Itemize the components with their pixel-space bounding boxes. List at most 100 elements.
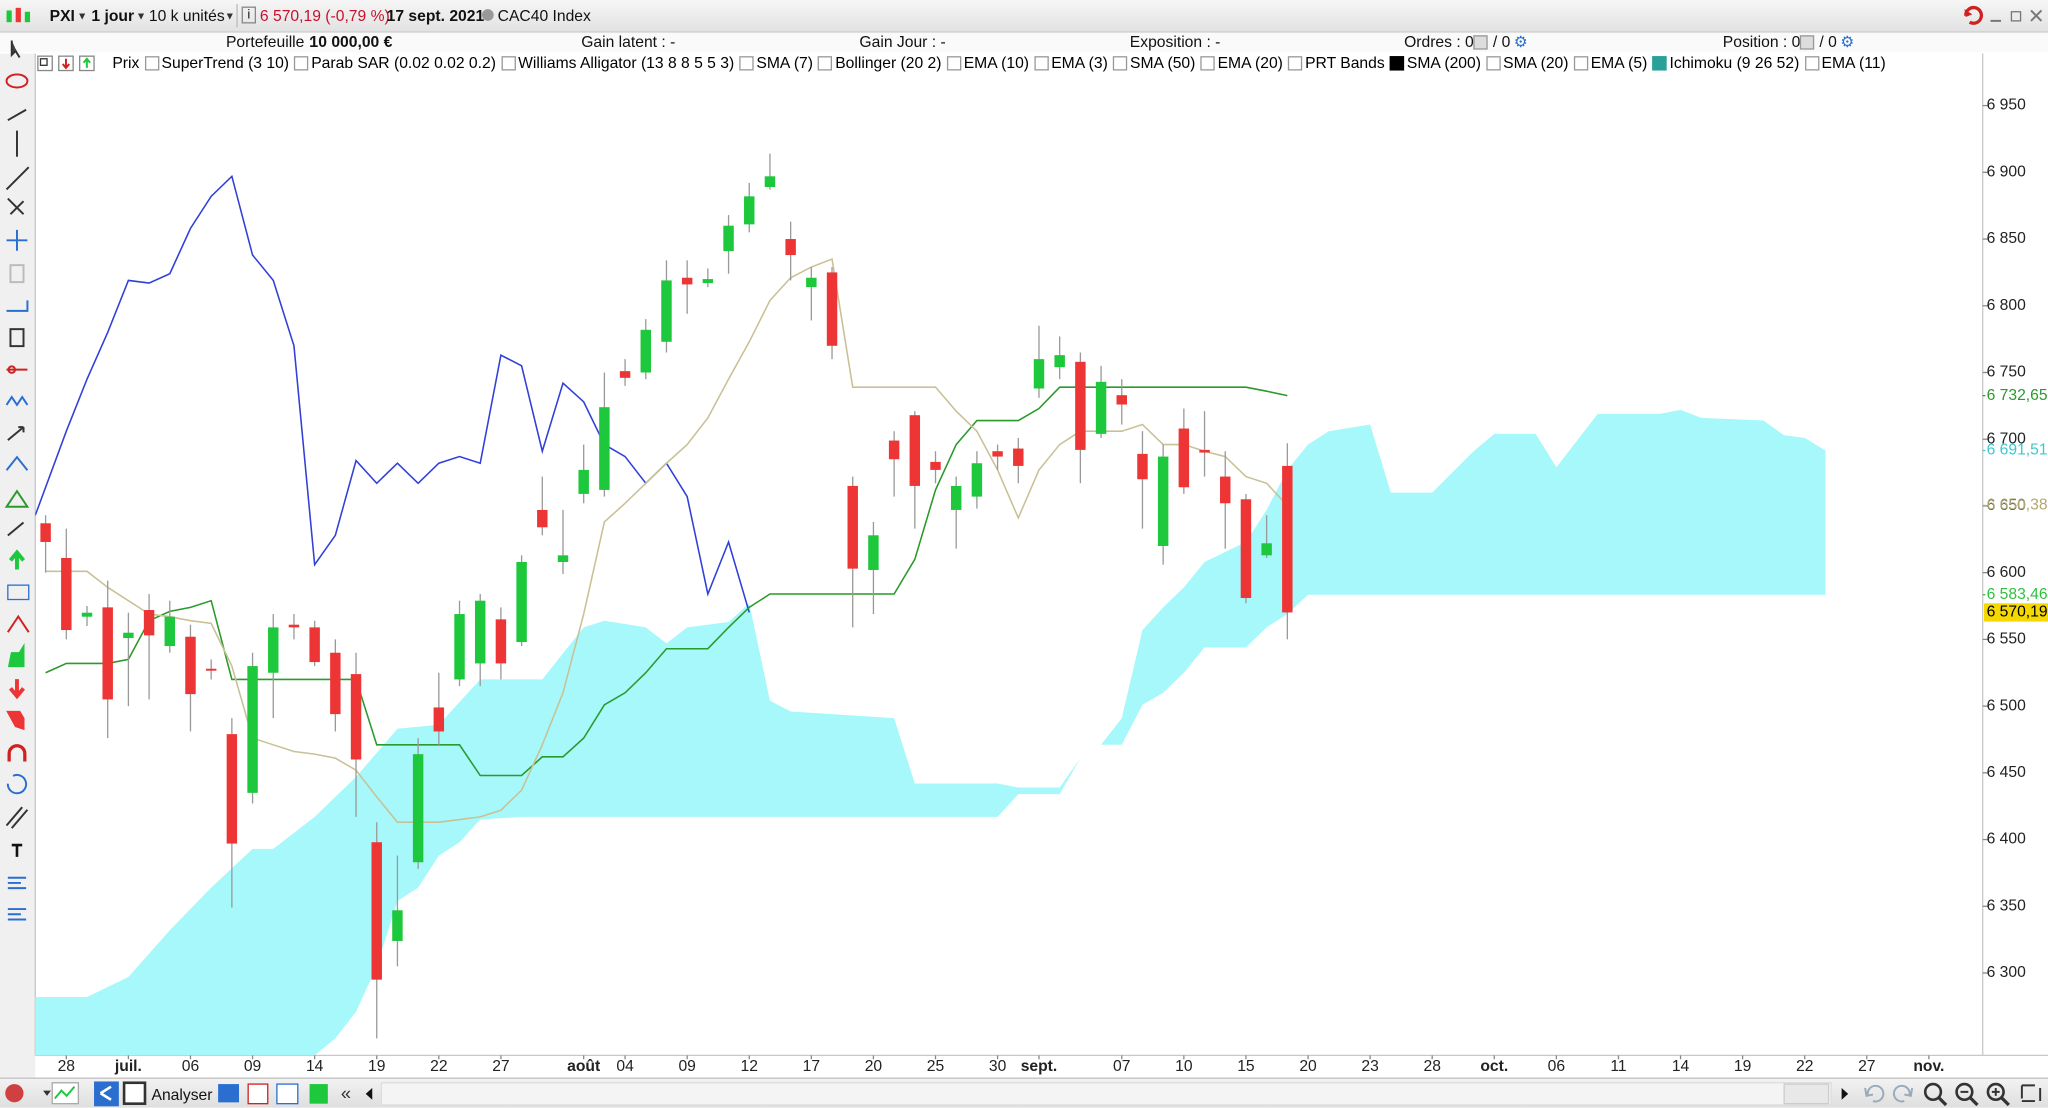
candle-body [185, 636, 196, 695]
indicator-checkbox[interactable] [1113, 55, 1128, 70]
analyse-button[interactable]: Analyser [151, 1085, 213, 1104]
indicator-checkbox[interactable] [294, 55, 309, 70]
indicator-checkbox[interactable] [501, 55, 516, 70]
indicator[interactable]: EMA (10) [946, 53, 1030, 72]
symbol[interactable]: PXI [49, 6, 75, 25]
indicator[interactable]: PRT Bands [1288, 54, 1385, 72]
day-gain: Gain Jour : - [859, 32, 946, 51]
legend-icons[interactable] [37, 54, 113, 71]
candle-body [268, 627, 279, 673]
indicator[interactable]: SMA (50) [1113, 54, 1195, 72]
candle-body [412, 754, 424, 863]
x-tick-label: 14 [306, 1058, 324, 1075]
indicator-checkbox[interactable] [144, 55, 159, 70]
period[interactable]: 1 jour [91, 6, 135, 25]
candle-body [205, 668, 217, 671]
chart-type-icon[interactable] [4, 5, 43, 26]
x-tick-label: 15 [1237, 1058, 1255, 1075]
candle-body [226, 734, 238, 844]
x-tick-label: 22 [1796, 1058, 1813, 1075]
y-tick-label: 6 300 [1987, 964, 2026, 981]
indicator[interactable]: Ichimoku (9 26 52) [1652, 54, 1799, 72]
y-tick-label: 6 950 [1987, 97, 2026, 114]
indicator-name: Bollinger (20 2) [835, 53, 942, 72]
x-tick-label: 04 [616, 1058, 634, 1075]
indicator[interactable]: Parab SAR (0.02 0.02 0.2) [294, 54, 496, 72]
indicator-checkbox[interactable] [1389, 55, 1405, 70]
indicator[interactable]: EMA (5) [1573, 54, 1647, 72]
candle-body [1240, 499, 1252, 599]
x-tick-label: 09 [244, 1058, 261, 1075]
x-tick-label: 11 [1610, 1058, 1626, 1075]
price-label: 6 583,46 [1987, 586, 2048, 603]
indicator[interactable]: EMA (20) [1200, 53, 1283, 72]
x-tick-label: 27 [1858, 1058, 1875, 1075]
drawing-tools[interactable] [4, 40, 30, 921]
bottom-icons[interactable]: « [0, 1079, 2048, 1108]
indicator[interactable]: SMA (20) [1486, 54, 1568, 72]
indicator-checkbox[interactable] [946, 55, 962, 70]
price-label: 6 732,65 [1987, 387, 2048, 404]
candle-body [537, 509, 548, 528]
candle-body [392, 910, 403, 941]
candle-body [1157, 456, 1169, 546]
price-label: 6 570,19 [1987, 604, 2048, 621]
indicator-checkbox[interactable] [1034, 55, 1049, 70]
indicator-checkbox[interactable] [1573, 55, 1589, 70]
candle-body [868, 535, 879, 570]
x-tick-label: 19 [1734, 1058, 1751, 1075]
candle-body [350, 674, 362, 760]
indicator[interactable]: SMA (200) [1389, 54, 1481, 72]
candle-body [930, 461, 941, 470]
candle-body [950, 485, 962, 510]
indicator-name: SuperTrend (3 10) [161, 53, 290, 72]
candle-body [516, 561, 527, 643]
indicator-checkbox[interactable] [1652, 55, 1667, 70]
indicator-name: Parab SAR (0.02 0.02 0.2) [311, 53, 496, 72]
units[interactable]: 10 k unités [148, 6, 225, 25]
candle-body [1095, 381, 1107, 434]
top-toolbar: PXI ▼ 1 jour ▼ 10 k unités ▼ i 6 570,19 (-0… [0, 0, 2048, 33]
indicator-checkbox[interactable] [1486, 55, 1501, 70]
indicator-checkbox[interactable] [739, 55, 754, 70]
indicator[interactable]: SuperTrend (3 10) [144, 53, 290, 72]
x-tick-label: 07 [1113, 1058, 1130, 1075]
x-tick-label: 19 [368, 1058, 385, 1075]
candle-body [847, 485, 858, 569]
window-controls[interactable] [1959, 4, 2045, 28]
candle-body [702, 279, 714, 284]
candle-body [971, 463, 983, 497]
candle-body [1199, 449, 1210, 453]
indicator-checkbox[interactable] [818, 55, 833, 70]
candle-body [454, 614, 465, 680]
indicator[interactable]: EMA (3) [1034, 54, 1108, 72]
indicator-checkbox[interactable] [1200, 55, 1215, 70]
indicator-checkbox[interactable] [1804, 55, 1819, 70]
indicator-name: EMA (3) [1051, 53, 1108, 72]
indicator[interactable]: Prix [112, 54, 139, 72]
indicator[interactable]: Williams Alligator (13 8 8 5 5 3) [501, 54, 734, 72]
candle-body [744, 196, 755, 225]
indicator-name: Williams Alligator (13 8 8 5 5 3) [518, 53, 735, 72]
orders: Ordres : 0 [1404, 32, 1474, 51]
candle-body [433, 707, 445, 732]
candle-body [826, 272, 838, 346]
x-tick-label: 20 [1299, 1058, 1317, 1075]
indicator-name: EMA (10) [963, 53, 1030, 72]
indicator[interactable]: Bollinger (20 2) [818, 54, 941, 72]
x-tick-label: 30 [989, 1058, 1007, 1075]
indicator-checkbox[interactable] [1288, 55, 1303, 70]
indicator[interactable]: SMA (7) [739, 54, 813, 72]
candle-body [40, 523, 51, 542]
candle-body [474, 600, 486, 664]
candle-body [61, 557, 72, 631]
candle-body [247, 666, 258, 793]
position-of: / 0 [1819, 32, 1837, 51]
x-tick-label: 27 [492, 1058, 509, 1075]
indicator[interactable]: EMA (11) [1804, 54, 1886, 72]
x-tick-label: 12 [741, 1058, 758, 1075]
candle-body [143, 610, 155, 636]
x-tick-label: 10 [1175, 1058, 1193, 1075]
ichimoku-cloud [35, 409, 1826, 1056]
indicator-name: EMA (20) [1217, 53, 1283, 72]
